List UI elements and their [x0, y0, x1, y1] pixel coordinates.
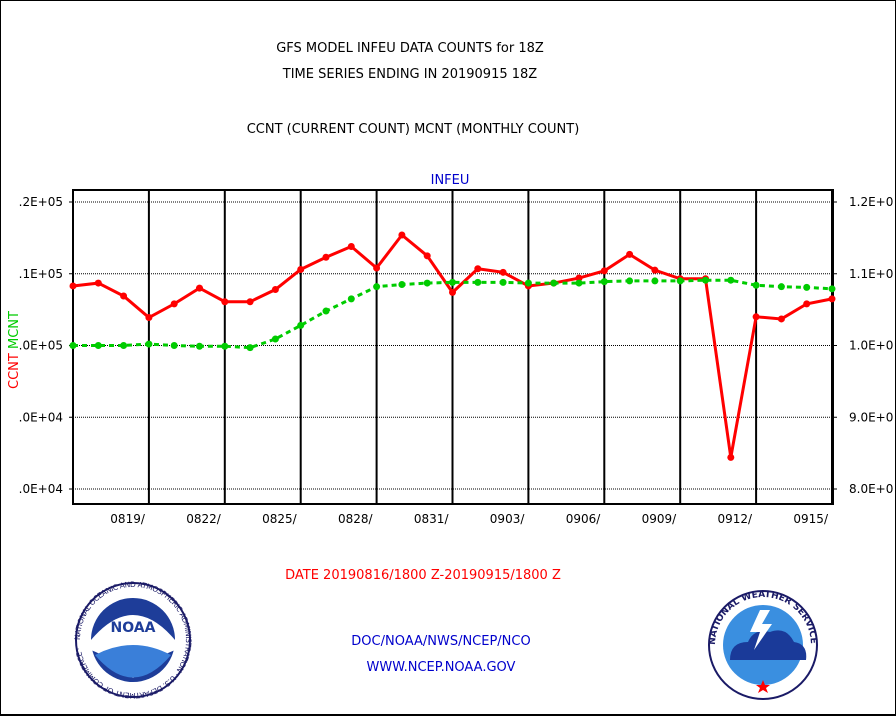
data-point-ccnt	[398, 231, 406, 239]
data-point-ccnt	[94, 279, 102, 287]
y-tick-label-right: 9.0E+0	[849, 410, 893, 424]
chart-subtitle: CCNT (CURRENT COUNT) MCNT (MONTHLY COUNT…	[247, 122, 580, 137]
data-point-mcnt	[777, 283, 785, 291]
url-link[interactable]: WWW.NCEP.NOAA.GOV	[367, 660, 516, 675]
data-point-ccnt	[69, 282, 77, 290]
y-label-mcnt: MCNT	[7, 311, 22, 349]
date-range: DATE 20190816/1800 Z-20190915/1800 Z	[285, 568, 561, 583]
data-point-mcnt	[69, 342, 77, 349]
data-point-ccnt	[145, 314, 153, 322]
x-tick-label: 0909/	[642, 512, 678, 526]
data-point-ccnt	[373, 264, 381, 272]
data-point-ccnt	[828, 295, 836, 303]
noaa-logo: NATIONAL OCEANIC AND ATMOSPHERIC ADMINIS…	[73, 580, 193, 700]
y-tick-label-right: 8.0E+0	[849, 482, 893, 496]
nws-cloud-icon	[730, 630, 807, 660]
x-tick-label: 0825/	[262, 512, 298, 526]
data-point-mcnt	[727, 276, 735, 284]
chart-title-line1: GFS MODEL INFEU DATA COUNTS for 18Z	[276, 41, 544, 56]
data-point-mcnt	[398, 281, 406, 289]
data-point-mcnt	[474, 278, 482, 286]
data-point-mcnt	[575, 279, 583, 287]
data-point-mcnt	[271, 335, 279, 343]
y-tick-label-left: .0E+05	[19, 339, 63, 353]
nws-lightning-icon	[750, 610, 772, 650]
y-axis-label: CCNT MCNT	[7, 311, 22, 389]
plot-area: .0E+04 8.0E+0 .0E+04 9.0E+0 .0E+05 1.0E+0 .1E+…	[19, 189, 893, 526]
data-point-mcnt	[449, 278, 456, 286]
data-point-ccnt	[626, 250, 634, 258]
panel-label: INFEU	[431, 173, 470, 188]
data-point-mcnt	[702, 276, 709, 284]
data-point-ccnt	[347, 242, 355, 250]
data-point-ccnt	[322, 253, 330, 261]
x-tick-label: 0915/	[793, 512, 829, 526]
y-tick-label-left: .2E+05	[19, 195, 63, 209]
x-tick-label: 0903/	[490, 512, 526, 526]
data-point-ccnt	[196, 284, 203, 292]
data-point-mcnt	[322, 307, 330, 315]
data-point-ccnt	[752, 313, 760, 321]
data-point-ccnt	[120, 292, 128, 300]
data-point-mcnt	[373, 283, 381, 291]
data-point-ccnt	[727, 453, 735, 461]
noaa-wave-icon	[95, 645, 171, 678]
data-point-ccnt	[170, 300, 178, 308]
y-tick-label-left: .0E+04	[19, 482, 63, 496]
data-point-mcnt	[651, 277, 659, 285]
data-point-mcnt	[120, 342, 128, 349]
y-tick-label-left: .0E+04	[19, 410, 63, 424]
data-point-ccnt	[474, 265, 482, 273]
data-point-mcnt	[196, 342, 203, 350]
data-point-mcnt	[828, 285, 836, 293]
data-point-mcnt	[297, 321, 305, 329]
data-point-ccnt	[297, 265, 305, 273]
data-point-ccnt	[600, 267, 608, 275]
noaa-logo-text: NOAA	[111, 620, 156, 636]
data-point-mcnt	[524, 279, 532, 287]
y-tick-label-right: 1.1E+0	[849, 267, 893, 281]
data-point-mcnt	[423, 279, 431, 287]
y-tick-label-right: 1.0E+0	[849, 339, 893, 353]
data-point-mcnt	[246, 344, 254, 352]
data-point-ccnt	[423, 252, 431, 260]
data-point-ccnt	[221, 298, 229, 306]
chart-title-line2: TIME SERIES ENDING IN 20190915 18Z	[282, 67, 538, 82]
data-point-mcnt	[752, 281, 760, 289]
data-point-mcnt	[600, 278, 608, 286]
data-point-mcnt	[550, 279, 558, 287]
x-tick-label: 0819/	[110, 512, 146, 526]
y-tick-label-left: .1E+05	[19, 267, 63, 281]
data-point-mcnt	[626, 277, 634, 285]
data-point-ccnt	[651, 266, 659, 274]
y-tick-label-right: 1.2E+0	[849, 195, 893, 209]
data-point-ccnt	[449, 288, 456, 296]
data-point-ccnt	[246, 298, 254, 306]
nws-logo: NATIONAL WEATHER SERVICE	[708, 590, 818, 700]
x-tick-label: 0822/	[186, 512, 222, 526]
data-point-mcnt	[170, 342, 178, 349]
data-point-mcnt	[499, 278, 507, 286]
x-tick-label: 0912/	[718, 512, 754, 526]
data-point-mcnt	[145, 340, 153, 348]
org-text: DOC/NOAA/NWS/NCEP/NCO	[351, 634, 530, 649]
data-point-ccnt	[271, 286, 279, 294]
x-tick-label: 0831/	[414, 512, 450, 526]
data-point-mcnt	[803, 283, 811, 291]
data-point-ccnt	[575, 274, 583, 282]
nws-star-icon	[756, 680, 770, 693]
y-label-ccnt: CCNT	[7, 353, 22, 389]
x-tick-label: 0828/	[338, 512, 374, 526]
data-point-ccnt	[499, 268, 507, 276]
data-point-ccnt	[777, 315, 785, 323]
data-point-ccnt	[803, 300, 811, 308]
data-point-mcnt	[676, 277, 684, 285]
data-point-mcnt	[221, 342, 229, 350]
data-point-mcnt	[347, 295, 355, 303]
data-point-mcnt	[94, 342, 102, 349]
x-tick-label: 0906/	[566, 512, 602, 526]
